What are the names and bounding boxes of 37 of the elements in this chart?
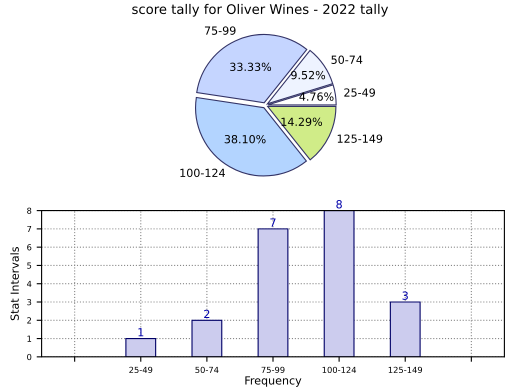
data-label: 4.76% — [299, 92, 334, 101]
slice-label: 50-74 — [331, 56, 362, 64]
x-tick-label: 50-74 — [195, 366, 219, 374]
y-tick-label: 8 — [27, 208, 32, 214]
y-tick-label: 5 — [27, 262, 32, 269]
data-label: 1 — [138, 328, 144, 336]
x-tick-label: 125-149 — [388, 366, 422, 374]
bar — [191, 320, 222, 357]
bar — [258, 228, 288, 357]
y-tick-label: 2 — [27, 317, 32, 324]
slice-label: 75-99 — [204, 26, 236, 35]
chart-title: score tally for Oliver Wines - 2022 tally — [132, 4, 388, 17]
x-tick-label: 75-99 — [262, 366, 285, 374]
data-label: 2 — [204, 310, 210, 318]
data-label: 9.52% — [291, 70, 326, 80]
x-tick-label: 100-124 — [322, 366, 356, 374]
data-label: 7 — [270, 218, 276, 227]
y-tick-label: 0 — [27, 354, 32, 360]
data-label: 33.33% — [230, 62, 272, 72]
data-label: 3 — [402, 291, 408, 300]
y-axis-title: Stat Intervals — [10, 247, 19, 320]
y-tick-label: 7 — [27, 226, 32, 232]
y-tick-label: 4 — [26, 280, 32, 287]
x-tick-label: 25-49 — [129, 366, 152, 374]
y-tick-label: 3 — [27, 298, 32, 306]
bar — [390, 301, 421, 357]
x-axis-title: Frequency — [245, 376, 302, 387]
y-tick-label: 1 — [27, 336, 32, 342]
y-tick-label: 6 — [27, 244, 32, 250]
slice-label: 100-124 — [180, 168, 225, 178]
slice-label: 25-49 — [344, 88, 375, 97]
slice-label: 125-149 — [338, 134, 382, 143]
data-label: 8 — [336, 200, 342, 208]
data-label: 38.10% — [224, 134, 266, 144]
data-label: 14.29% — [282, 118, 322, 126]
bar — [324, 210, 355, 357]
bar — [125, 338, 156, 357]
